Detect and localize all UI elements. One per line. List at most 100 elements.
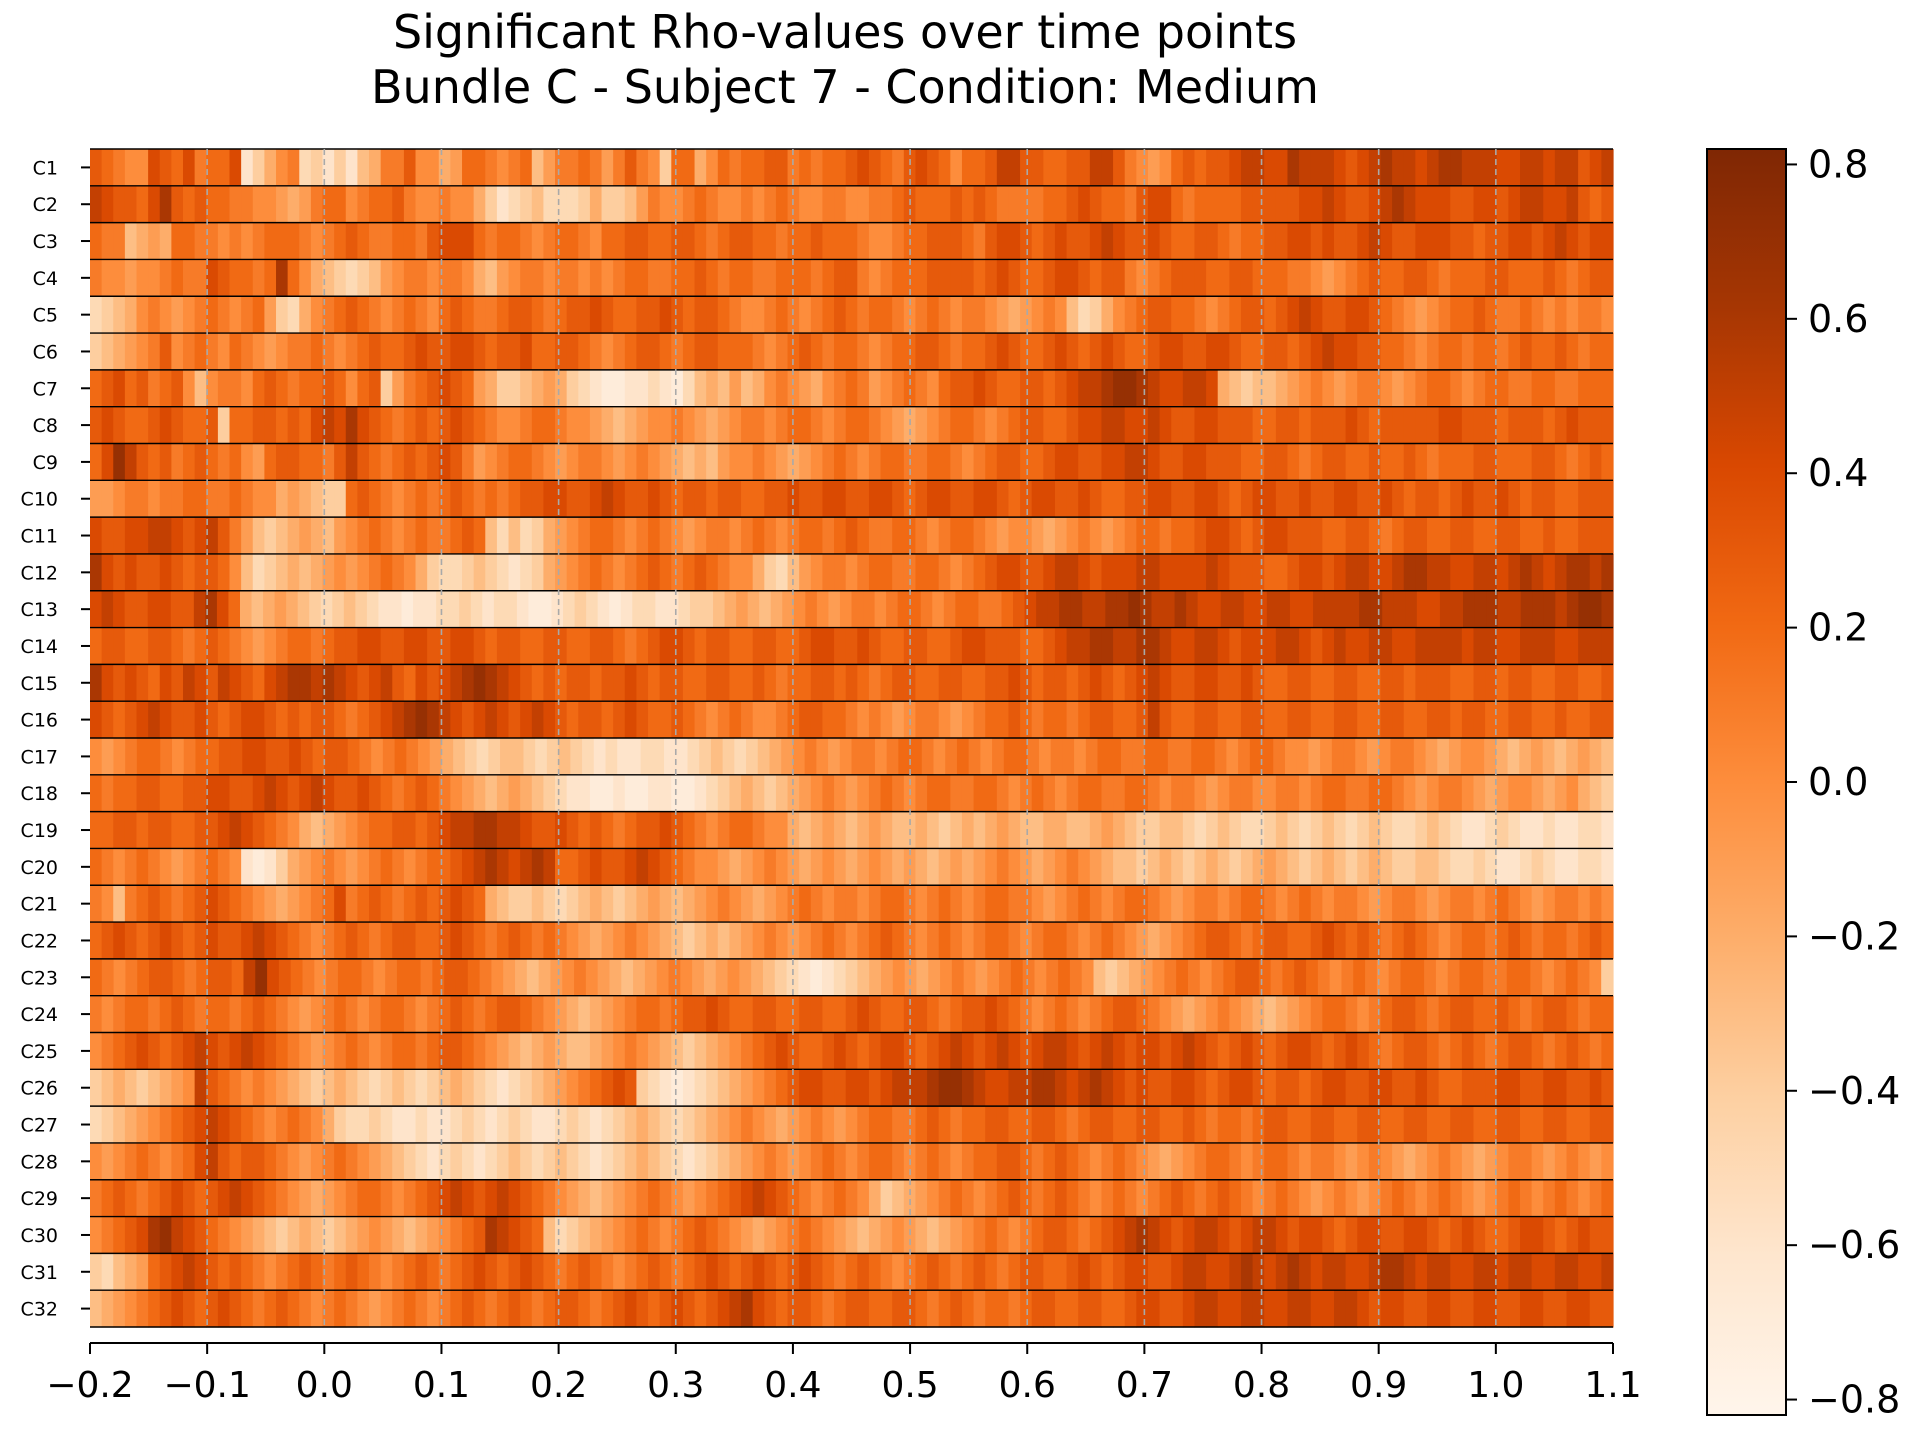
heatmap-cell <box>520 701 533 739</box>
heatmap-cell <box>624 664 638 702</box>
heatmap-cell <box>194 1179 207 1218</box>
heatmap-cell <box>1036 590 1049 629</box>
heatmap-cell <box>845 369 858 408</box>
heatmap-cell <box>334 553 347 592</box>
heatmap-cell <box>915 1253 928 1291</box>
heatmap-cell <box>985 811 998 850</box>
heatmap-cell <box>764 369 777 408</box>
heatmap-cell <box>851 738 864 776</box>
heatmap-cell <box>438 296 452 334</box>
heatmap-cell <box>1380 627 1393 665</box>
heatmap-cell <box>1426 885 1440 923</box>
heatmap-cell <box>1113 333 1126 371</box>
heatmap-cell <box>136 1216 149 1254</box>
heatmap-cell <box>1128 590 1141 629</box>
heatmap-cell <box>1058 958 1071 997</box>
heatmap-cell <box>369 1216 382 1254</box>
heatmap-cell <box>1089 885 1103 923</box>
heatmap-cell <box>136 885 149 923</box>
heatmap-cell <box>1020 1179 1033 1218</box>
heatmap-cell <box>1403 1253 1416 1291</box>
heatmap-cell <box>1450 443 1463 481</box>
heatmap-cell <box>252 995 265 1034</box>
heatmap-cell <box>299 774 312 813</box>
heatmap-cell <box>694 517 707 555</box>
heatmap-cell <box>857 958 870 997</box>
heatmap-cell <box>1159 443 1172 481</box>
heatmap-cell <box>589 885 603 923</box>
heatmap-cell <box>741 811 754 850</box>
heatmap-cell <box>886 738 899 776</box>
heatmap-cell <box>380 811 393 850</box>
heatmap-cell <box>1264 1290 1277 1328</box>
heatmap-cell <box>194 1216 207 1254</box>
heatmap-cell <box>1124 1216 1137 1254</box>
heatmap-cell <box>956 738 970 776</box>
heatmap-cell <box>543 333 556 371</box>
heatmap-cell <box>171 1179 184 1218</box>
heatmap-cell <box>1403 774 1416 813</box>
heatmap-cell <box>680 958 693 997</box>
heatmap-cell <box>566 1032 579 1070</box>
heatmap-cell <box>1601 848 1614 886</box>
heatmap-cell <box>1089 664 1103 702</box>
heatmap-cell <box>706 553 719 592</box>
heatmap-cell <box>1485 664 1498 702</box>
heatmap-cell <box>438 1253 452 1291</box>
heatmap-cell <box>357 1216 370 1254</box>
heatmap-cell <box>183 627 196 665</box>
heatmap-cell <box>1345 1106 1358 1144</box>
heatmap-cell <box>752 185 765 224</box>
heatmap-cell <box>136 664 149 702</box>
heatmap-cell <box>880 369 893 408</box>
heatmap-cell <box>401 590 414 629</box>
heatmap-cell <box>345 406 358 445</box>
heatmap-cell <box>729 848 742 886</box>
heatmap-cell <box>1299 664 1312 702</box>
heatmap-cell <box>659 627 672 665</box>
heatmap-cell <box>1496 480 1509 518</box>
heatmap-cell <box>682 333 696 371</box>
y-tick-label: C24 <box>21 1004 58 1026</box>
heatmap-cell <box>450 443 463 481</box>
heatmap-cell <box>184 958 197 997</box>
heatmap-cell <box>1020 701 1033 739</box>
heatmap-cell <box>1136 664 1149 702</box>
heatmap-cell <box>1310 1179 1323 1218</box>
heatmap-cell <box>845 1032 858 1070</box>
heatmap-cell <box>1426 259 1440 297</box>
heatmap-cell <box>1229 774 1242 813</box>
chart-subtitle: Bundle C - Subject 7 - Condition: Medium <box>371 60 1319 114</box>
heatmap-cell <box>671 627 684 665</box>
heatmap-cell <box>217 1032 231 1070</box>
heatmap-cell <box>1310 553 1323 592</box>
heatmap-cell <box>601 369 614 408</box>
heatmap-cell <box>694 369 707 408</box>
heatmap-cell <box>485 1106 498 1144</box>
heatmap-cell <box>113 1142 126 1181</box>
heatmap-cell <box>1078 1179 1091 1218</box>
heatmap-cell <box>1496 701 1509 739</box>
heatmap-cell <box>287 1106 300 1144</box>
heatmap-cell <box>834 259 847 297</box>
heatmap-cell <box>1485 259 1498 297</box>
heatmap-cell <box>1147 1069 1161 1107</box>
heatmap-cell <box>508 443 521 481</box>
heatmap-cell <box>1601 517 1614 555</box>
heatmap-cell <box>1008 1290 1021 1328</box>
heatmap-cell <box>985 664 998 702</box>
heatmap-cell <box>136 995 149 1034</box>
heatmap-cell <box>589 333 603 371</box>
heatmap-cell <box>1531 480 1544 518</box>
heatmap-cell <box>357 259 370 297</box>
heatmap-cell <box>671 369 684 408</box>
heatmap-cell <box>450 1179 463 1218</box>
heatmap-cell <box>1554 1032 1568 1070</box>
heatmap-cell <box>1054 1032 1068 1070</box>
heatmap-cell <box>520 1290 533 1328</box>
heatmap-cell <box>322 149 335 187</box>
heatmap-cell <box>1310 259 1323 297</box>
heatmap-cell <box>1450 701 1463 739</box>
heatmap-cell <box>1275 259 1289 297</box>
heatmap-cell <box>1485 1253 1498 1291</box>
